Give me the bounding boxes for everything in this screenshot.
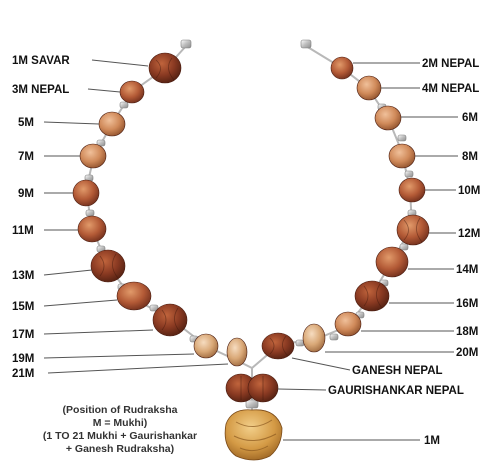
position-note: (Position of Rudraksha M = Mukhi) (1 TO … (30, 404, 210, 456)
bead-6m (374, 105, 402, 131)
note-line-3: (1 TO 21 Mukhi + Gaurishankar (42, 430, 198, 442)
note-line-1: (Position of Rudraksha (62, 404, 178, 416)
bead-14m (375, 246, 409, 278)
bead-12m (396, 214, 430, 246)
leader-lines (43, 59, 458, 441)
label-13m: 13M (12, 270, 34, 282)
bead-16m (354, 280, 390, 312)
label-16m: 16M (456, 298, 478, 310)
bead-15m (116, 281, 152, 311)
label-3m-nepal: 3M NEPAL (12, 84, 69, 96)
bead-17m (152, 303, 188, 337)
label-4m-nepal: 4M NEPAL (422, 83, 479, 95)
bead-5m (98, 111, 126, 137)
label-14m: 14M (456, 264, 478, 276)
bead-7m (79, 143, 107, 169)
bead-1m-savar (148, 52, 182, 84)
label-ganesh-nepal: GANESH NEPAL (352, 365, 443, 377)
bead-10m (398, 177, 426, 203)
label-20m: 20M (456, 347, 478, 359)
label-7m: 7M (18, 151, 34, 163)
bead-13m (90, 249, 126, 283)
label-1m-savar: 1M SAVAR (12, 55, 70, 67)
label-5m: 5M (18, 117, 34, 129)
bead-1m-pendant (224, 409, 283, 461)
label-15m: 15M (12, 301, 34, 313)
label-21m: 21M (12, 368, 34, 380)
bead-ganesh-nepal (261, 332, 295, 360)
label-19m: 19M (12, 353, 34, 365)
label-6m: 6M (462, 112, 478, 124)
label-10m: 10M (458, 185, 480, 197)
left-beads (72, 52, 248, 367)
bead-8m (388, 143, 416, 169)
bead-21m (226, 337, 248, 367)
label-1m-pendant: 1M (424, 435, 440, 447)
bead-20m (302, 323, 326, 353)
bead-4m-nepal (356, 75, 382, 101)
label-18m: 18M (456, 326, 478, 338)
note-line-2: M = Mukhi) (92, 417, 148, 429)
label-17m: 17M (12, 329, 34, 341)
label-8m: 8M (462, 151, 478, 163)
bead-2m-nepal (330, 56, 354, 80)
bead-11m (77, 215, 107, 243)
label-11m: 11M (12, 225, 34, 237)
bead-gaurishankar (225, 373, 279, 403)
label-2m-nepal: 2M NEPAL (422, 58, 479, 70)
label-9m: 9M (18, 188, 34, 200)
label-12m: 12M (458, 228, 480, 240)
bead-19m (193, 333, 219, 359)
right-beads (261, 56, 430, 360)
note-line-4: + Ganesh Rudraksha) (65, 443, 175, 455)
bead-18m (334, 311, 362, 337)
bead-9m (72, 179, 100, 207)
bead-texture (99, 57, 423, 357)
label-gaurishankar-nepal: GAURISHANKAR NEPAL (328, 385, 464, 397)
bead-3m-nepal (119, 80, 145, 104)
labels: 1M SAVAR 3M NEPAL 5M 7M 9M 11M 13M 15M 1… (12, 55, 480, 447)
